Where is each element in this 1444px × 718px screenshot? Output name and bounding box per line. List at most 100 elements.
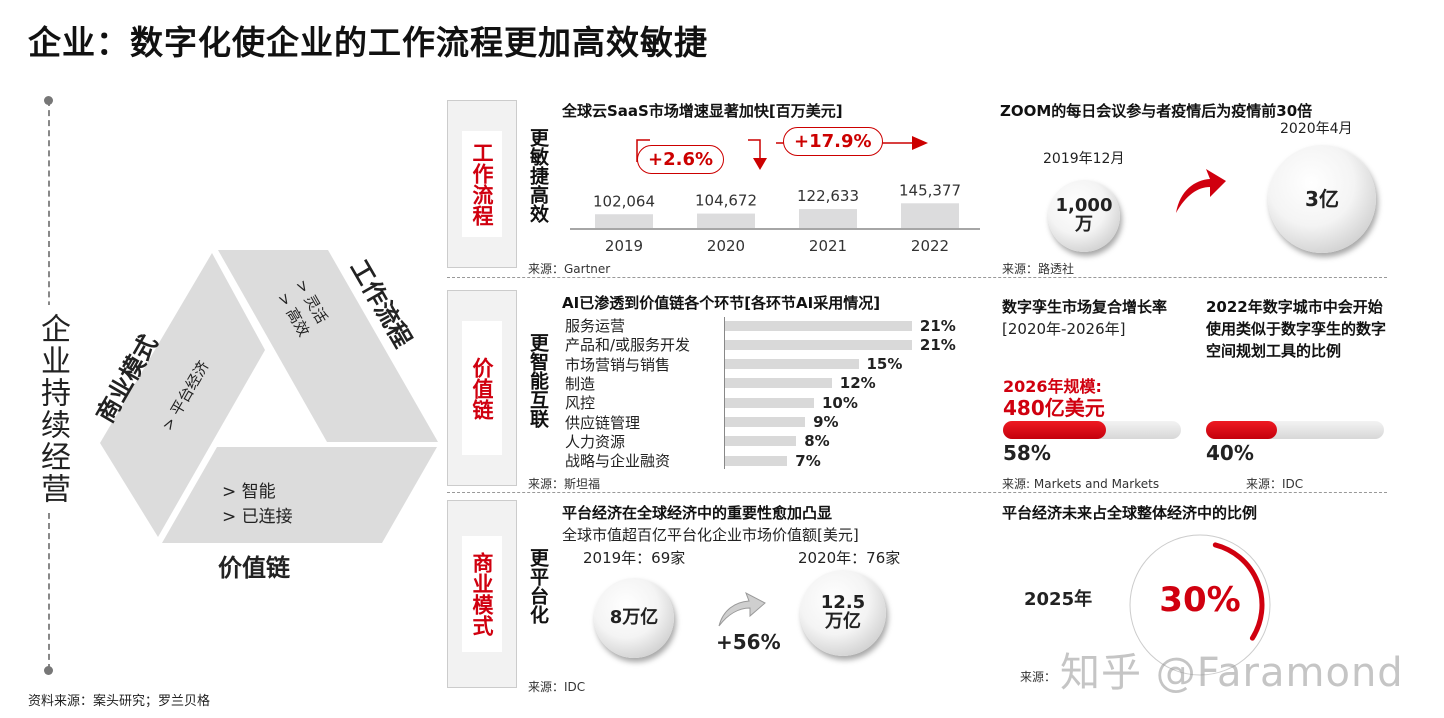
twin-scale-label: 2026年规模: — [1003, 377, 1102, 396]
unit: 万亿 — [825, 611, 861, 632]
zoom-after-ball: 3亿 — [1268, 145, 1376, 253]
ai-bar-row: 战略与企业融资 7% — [565, 451, 985, 471]
watermark: 知乎 @Faramond — [1060, 650, 1404, 696]
row-side-label: 更智能互联 — [527, 333, 549, 428]
platform-2020-ball: 12.5 万亿 — [800, 570, 886, 656]
row-tab-label: 工作流程 — [462, 131, 502, 237]
value-chain-item-1: > 智能 — [222, 482, 276, 502]
saas-bar — [901, 203, 959, 228]
city-percent: 40% — [1206, 441, 1254, 465]
city-progress-fill — [1206, 421, 1278, 439]
platform-growth: +56% — [716, 630, 781, 654]
ai-bar-value: 7% — [795, 451, 821, 470]
zoom-date-before: 2019年12月 — [1043, 151, 1125, 167]
workflow-segment — [218, 250, 438, 442]
ai-bar-value: 15% — [866, 355, 903, 374]
ai-bar-value: 8% — [804, 432, 830, 451]
twin-subtitle: [2020年-2026年] — [1002, 320, 1126, 338]
ai-bar-label: 市场营销与销售 — [565, 355, 671, 374]
saas-value-label: 122,633 — [797, 187, 859, 205]
ai-bar — [725, 455, 788, 466]
ai-bar — [725, 417, 806, 427]
row-divider — [447, 492, 1387, 493]
city-title: 2022年数字城市中会开始使用类似于数字孪生的数字空间规划工具的比例 — [1206, 298, 1387, 360]
twin-source: 来源: Markets and Markets — [1002, 477, 1160, 491]
platform-subtitle: 全球市值超百亿平台化企业市场价值额[美元] — [562, 526, 859, 544]
twin-percent: 58% — [1003, 441, 1051, 465]
platform-title: 平台经济在全球经济中的重要性愈加凸显 — [562, 504, 833, 522]
zoom-source: 来源：路透社 — [1002, 262, 1075, 276]
arrow-down-icon — [753, 158, 767, 170]
business-model-segment — [100, 253, 265, 537]
saas-bar — [697, 213, 755, 228]
share-ring — [1129, 534, 1271, 676]
ai-bar-row: 人力资源 8% — [565, 432, 985, 451]
arrow-right-icon — [912, 136, 928, 150]
saas-year-label: 2022 — [911, 237, 949, 255]
value: 1,000 — [1055, 195, 1113, 217]
ai-title: AI已渗透到价值链各个环节[各环节AI采用情况] — [562, 294, 881, 312]
growth-arrow-icon — [1176, 169, 1226, 213]
timeline-dot-top — [44, 96, 53, 105]
ai-bar — [725, 359, 859, 370]
saas-value-label: 104,672 — [695, 192, 757, 210]
ai-bar-row: 产品和/或服务开发 21% — [565, 335, 985, 355]
row-tab-value-chain: 价值链 — [447, 290, 517, 486]
value-chain-label: 价值链 — [218, 554, 290, 582]
ai-bar-label: 产品和/或服务开发 — [565, 336, 691, 355]
unit: 万 — [1075, 214, 1093, 235]
ai-source: 来源：斯坦福 — [528, 477, 601, 491]
ai-bar-row: 服务运营 21% — [565, 316, 985, 336]
share-title: 平台经济未来占全球整体经济中的比例 — [1002, 504, 1258, 522]
share-ring-track — [1129, 534, 1271, 676]
zoom-title: ZOOM的每日会议参与者疫情后为疫情前30倍 — [1000, 102, 1313, 120]
page-title: 企业：数字化使企业的工作流程更加高效敏捷 — [28, 23, 708, 62]
ai-bar — [725, 339, 912, 350]
ai-bar — [725, 397, 814, 408]
share-year: 2025年 — [1024, 589, 1093, 610]
row-tab-label: 价值链 — [462, 321, 502, 455]
ai-bar-row: 市场营销与销售 15% — [565, 355, 985, 374]
row-side-label: 更敏捷高效 — [527, 128, 549, 223]
row-divider — [447, 277, 1387, 278]
footer-source: 资料来源：案头研究；罗兰贝格 — [28, 694, 211, 709]
city-progress-bar — [1206, 421, 1384, 439]
growth-pill-2020: +2.6% — [637, 145, 725, 174]
ai-bar — [725, 436, 797, 447]
left-label: 企业持续经营 — [30, 305, 74, 513]
platform-2019-ball: 8万亿 — [594, 578, 674, 658]
ai-bar-row: 制造 12% — [565, 374, 985, 393]
row-side-label: 更平台化 — [527, 548, 549, 624]
saas-source: 来源：Gartner — [528, 262, 611, 276]
ai-bar-label: 服务运营 — [565, 317, 626, 335]
value-chain-segment — [162, 447, 437, 543]
growth-pill-2022: +17.9% — [783, 127, 883, 156]
ai-bar-label: 战略与企业融资 — [565, 452, 671, 471]
saas-year-label: 2021 — [809, 237, 847, 255]
ai-bar-value: 21% — [919, 335, 956, 354]
ai-bar-label: 人力资源 — [565, 432, 626, 451]
ai-bar-value: 10% — [822, 393, 858, 412]
value-chain-item-2: > 已连接 — [222, 507, 293, 527]
saas-bar — [595, 214, 653, 228]
ai-axis — [724, 317, 725, 469]
zoom-before-ball: 1,000 万 — [1048, 180, 1120, 252]
ai-bar-value: 12% — [839, 374, 876, 393]
ai-bar-value: 21% — [919, 316, 956, 335]
share-source: 来源： — [1020, 670, 1057, 684]
saas-year-label: 2020 — [707, 237, 745, 255]
ai-bar-value: 9% — [813, 413, 839, 431]
twin-progress-fill — [1003, 421, 1107, 439]
ai-bar-label: 制造 — [565, 374, 596, 393]
platform-year-2019: 2019年：69家 — [583, 549, 686, 567]
saas-chart: 102,064 2019 104,672 2020 122,633 2021 145,377… — [570, 136, 980, 255]
timeline-dot-bottom — [44, 666, 53, 675]
city-source: 来源：IDC — [1246, 477, 1304, 491]
share-ring-arc — [1212, 542, 1265, 641]
saas-value-label: 102,064 — [593, 192, 655, 210]
ai-bar-label: 风控 — [565, 394, 596, 413]
ai-bar-row: 供应链管理 9% — [565, 413, 985, 432]
zoom-date-after: 2020年4月 — [1280, 121, 1353, 137]
saas-value-label: 145,377 — [899, 181, 961, 199]
row-tab-label: 商业模式 — [462, 536, 502, 652]
